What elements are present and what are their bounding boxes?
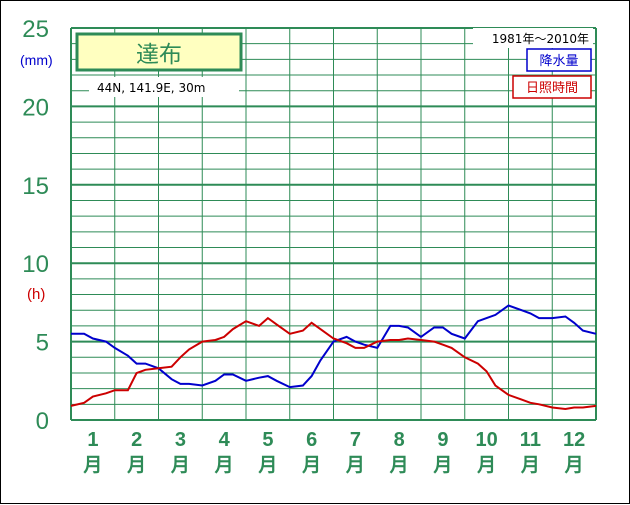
- y-tick-label: 15: [22, 173, 49, 200]
- y-tick-label: 25: [22, 16, 49, 43]
- x-tick-suffix: 月: [432, 454, 452, 476]
- x-tick-label: 4: [219, 429, 231, 451]
- x-tick-suffix: 月: [126, 454, 146, 476]
- x-tick-label: 2: [131, 429, 142, 451]
- series-line-sunshine: [70, 316, 597, 411]
- location-label: 44N, 141.9E, 30m: [97, 81, 205, 95]
- x-tick-label: 8: [394, 429, 405, 451]
- x-tick-suffix: 月: [564, 454, 584, 476]
- x-tick-suffix: 月: [170, 454, 190, 476]
- x-tick-suffix: 月: [476, 454, 496, 476]
- x-tick-label: 1: [87, 429, 98, 451]
- y-tick-label: 5: [36, 330, 49, 357]
- y-tick-label: 0: [36, 408, 49, 435]
- x-tick-label: 7: [350, 429, 361, 451]
- y-unit-right: (h): [27, 286, 45, 303]
- x-tick-suffix: 月: [520, 454, 540, 476]
- x-tick-label: 9: [437, 429, 448, 451]
- y-tick-labels: 0 5 10 15 20 25: [22, 16, 49, 435]
- period-label: 1981年〜2010年: [492, 32, 589, 46]
- x-tick-label: 3: [175, 429, 186, 451]
- legend-precip-label: 降水量: [539, 54, 578, 69]
- y-tick-label: 10: [22, 251, 49, 278]
- x-tick-suffix: 月: [389, 454, 409, 476]
- x-tick-suffix: 月: [257, 454, 277, 476]
- x-tick-suffix: 月: [82, 454, 102, 476]
- chart-title: 達布: [136, 42, 182, 68]
- x-tick-suffix: 月: [345, 454, 365, 476]
- legend-sun-label: 日照時間: [526, 81, 578, 96]
- x-tick-label: 11: [520, 429, 541, 451]
- legend-sun-box: [512, 75, 592, 99]
- x-tick-label: 10: [476, 429, 498, 451]
- title-box: [75, 32, 243, 72]
- x-tick-suffix: 月: [301, 454, 321, 476]
- x-tick-labels: 1 月 2 月 3 月 4 月 5 月 6 月 7 月 8 月 9 月 10 月 11 月 12 月: [82, 429, 585, 476]
- y-tick-label: 20: [22, 94, 49, 121]
- x-tick-label: 6: [306, 429, 317, 451]
- legend-precip-box: [526, 48, 592, 72]
- y-unit-left: (mm): [20, 52, 53, 68]
- gridlines: [70, 27, 597, 421]
- period-bg: [473, 28, 593, 48]
- location-bg: [89, 77, 239, 97]
- x-tick-suffix: 月: [214, 454, 234, 476]
- x-tick-label: 5: [262, 429, 273, 451]
- x-tick-label: 12: [563, 429, 585, 451]
